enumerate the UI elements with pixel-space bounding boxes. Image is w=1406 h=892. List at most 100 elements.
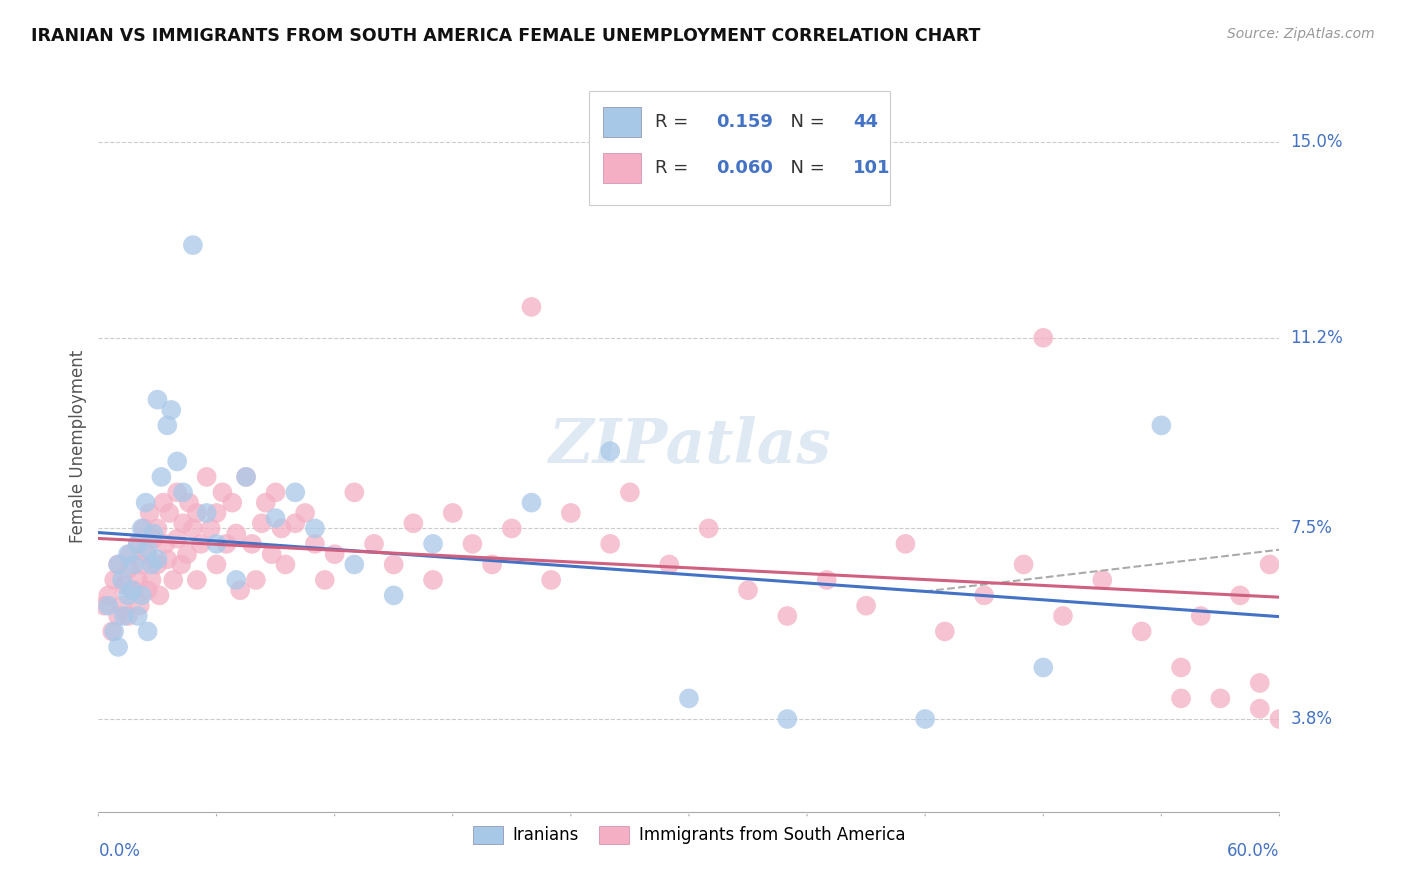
Point	[894, 537, 917, 551]
Point	[1091, 573, 1114, 587]
Point	[117, 588, 139, 602]
Y-axis label: Female Unemployment: Female Unemployment	[69, 350, 87, 542]
Point	[136, 547, 159, 561]
Point	[697, 521, 720, 535]
Text: 60.0%: 60.0%	[1227, 842, 1279, 860]
Point	[1229, 588, 1251, 602]
Point	[1209, 691, 1232, 706]
Point	[250, 516, 273, 531]
Point	[1258, 558, 1281, 572]
Point	[658, 558, 681, 572]
Point	[136, 624, 159, 639]
Point	[815, 573, 838, 587]
Point	[141, 558, 163, 572]
Point	[152, 496, 174, 510]
Point	[135, 496, 157, 510]
Point	[245, 573, 267, 587]
Point	[156, 552, 179, 566]
Text: Source: ZipAtlas.com: Source: ZipAtlas.com	[1227, 27, 1375, 41]
Point	[934, 624, 956, 639]
Point	[501, 521, 523, 535]
Point	[205, 506, 228, 520]
Point	[111, 599, 134, 613]
Point	[200, 521, 222, 535]
Point	[1249, 702, 1271, 716]
Point	[141, 573, 163, 587]
Point	[166, 485, 188, 500]
Point	[93, 599, 115, 613]
Point	[599, 444, 621, 458]
Legend: Iranians, Immigrants from South America: Iranians, Immigrants from South America	[465, 819, 912, 851]
Point	[156, 418, 179, 433]
Point	[111, 573, 134, 587]
Point	[195, 470, 218, 484]
Point	[835, 161, 858, 175]
Point	[323, 547, 346, 561]
Point	[264, 511, 287, 525]
Point	[221, 496, 243, 510]
Point	[162, 573, 184, 587]
Text: N =: N =	[779, 113, 837, 131]
Point	[122, 583, 145, 598]
Text: 0.159: 0.159	[716, 113, 773, 131]
Point	[117, 609, 139, 624]
Point	[225, 573, 247, 587]
Text: N =: N =	[779, 159, 837, 177]
Point	[127, 537, 149, 551]
Point	[131, 558, 153, 572]
Point	[146, 521, 169, 535]
Point	[136, 541, 159, 556]
Text: 7.5%: 7.5%	[1291, 519, 1333, 537]
Point	[737, 583, 759, 598]
Point	[146, 392, 169, 407]
Point	[619, 485, 641, 500]
Point	[422, 573, 444, 587]
Point	[112, 578, 135, 592]
Point	[172, 485, 194, 500]
Point	[560, 506, 582, 520]
Point	[112, 609, 135, 624]
Point	[107, 558, 129, 572]
Point	[274, 558, 297, 572]
Point	[186, 573, 208, 587]
Point	[186, 506, 208, 520]
Point	[441, 506, 464, 520]
Point	[402, 516, 425, 531]
Point	[599, 537, 621, 551]
Text: ZIPatlas: ZIPatlas	[547, 416, 831, 476]
Point	[101, 624, 124, 639]
Point	[117, 563, 139, 577]
Point	[520, 300, 543, 314]
Point	[103, 573, 125, 587]
Point	[195, 506, 218, 520]
Text: 15.0%: 15.0%	[1291, 133, 1343, 151]
Point	[520, 496, 543, 510]
Point	[914, 712, 936, 726]
Point	[107, 609, 129, 624]
Point	[190, 537, 212, 551]
Point	[1012, 558, 1035, 572]
Point	[225, 526, 247, 541]
Point	[382, 588, 405, 602]
Point	[1032, 660, 1054, 674]
Point	[235, 470, 257, 484]
Point	[118, 547, 141, 561]
Point	[97, 599, 120, 613]
Point	[107, 640, 129, 654]
Point	[136, 583, 159, 598]
Point	[973, 588, 995, 602]
Point	[363, 537, 385, 551]
Point	[170, 558, 193, 572]
Point	[540, 573, 562, 587]
Point	[678, 691, 700, 706]
Text: R =: R =	[655, 159, 699, 177]
Point	[146, 552, 169, 566]
Point	[1249, 676, 1271, 690]
Point	[121, 583, 143, 598]
Point	[382, 558, 405, 572]
Point	[1032, 331, 1054, 345]
Point	[172, 516, 194, 531]
Point	[343, 558, 366, 572]
Text: 44: 44	[853, 113, 879, 131]
Point	[177, 496, 200, 510]
